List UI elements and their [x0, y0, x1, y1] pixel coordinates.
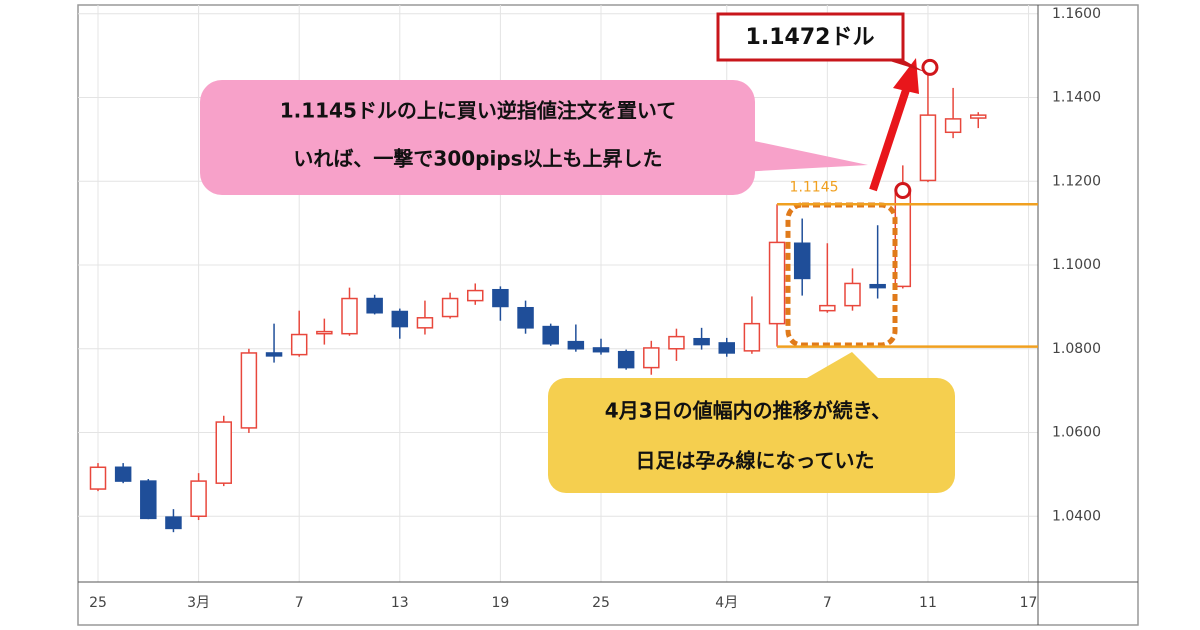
candle-body	[643, 347, 660, 369]
x-tick-label: 17	[1020, 595, 1038, 611]
candle-body	[768, 241, 786, 325]
candle-body	[819, 304, 836, 312]
candle-body	[617, 350, 635, 369]
candle-body	[215, 421, 232, 484]
candle-body	[341, 297, 358, 335]
candle-body	[592, 347, 610, 353]
candle-body	[693, 337, 710, 346]
candle-body	[366, 297, 383, 314]
candle-body	[743, 322, 761, 352]
candles	[89, 67, 987, 533]
candle-body	[114, 466, 132, 482]
x-tick-label: 7	[823, 595, 832, 611]
candle-body	[140, 480, 157, 520]
candle-body	[492, 288, 509, 308]
callout-box	[548, 378, 955, 493]
callout-box	[716, 12, 905, 62]
candle-body	[517, 306, 534, 329]
x-tick-label: 3月	[187, 595, 210, 611]
candle-body	[416, 317, 434, 329]
candle-body	[89, 466, 107, 490]
high-marker	[921, 58, 939, 76]
candle-body	[567, 340, 585, 350]
arrow	[869, 88, 910, 192]
y-tick-label: 1.0400	[1052, 508, 1101, 524]
candle-body	[970, 114, 987, 119]
candle-body	[844, 282, 861, 307]
overlays: 1.1145	[777, 58, 1038, 348]
y-tick-label: 1.1200	[1052, 173, 1101, 189]
candle-body	[190, 480, 207, 518]
callout-box	[200, 80, 755, 195]
candle-body	[441, 297, 459, 318]
high-label: 1.1472ドル	[746, 25, 875, 50]
callout-tail	[800, 352, 882, 382]
candle-body	[316, 330, 333, 335]
candle-body	[290, 333, 308, 356]
x-tick-label: 11	[919, 595, 937, 611]
x-tick-label: 7	[295, 595, 304, 611]
yellow-callout: 4月3日の値幅内の推移が続き、 日足は孕み線になっていた	[548, 352, 955, 493]
x-tick-label: 13	[391, 595, 409, 611]
pink-callout: 1.1145ドルの上に買い逆指値注文を置いて いれば、一撃で300pips以上も…	[200, 80, 868, 195]
x-tick-label: 4月	[715, 595, 738, 611]
x-tick-label: 19	[491, 595, 509, 611]
candle-body	[668, 335, 685, 350]
candle-body	[718, 342, 735, 354]
candle-body	[265, 352, 283, 357]
candle-body	[165, 516, 182, 530]
high-callout: 1.1472ドル	[716, 12, 925, 72]
candle-body	[240, 352, 258, 429]
y-tick-label: 1.0600	[1052, 425, 1101, 441]
range-label: 1.1145	[790, 179, 839, 195]
candle-body	[467, 289, 484, 302]
y-tick-label: 1.1000	[1052, 257, 1101, 273]
callout-text: いれば、一撃で300pips以上も上昇した	[293, 147, 662, 171]
close-marker	[894, 181, 912, 199]
callout-text: 日足は孕み線になっていた	[636, 449, 875, 473]
candle-body	[793, 242, 811, 280]
candle-body	[944, 118, 962, 134]
candle-body	[869, 283, 886, 289]
candle-body	[919, 114, 937, 182]
y-tick-label: 1.0800	[1052, 341, 1101, 357]
callout-text: 4月3日の値幅内の推移が続き、	[605, 399, 891, 423]
y-tick-label: 1.1400	[1052, 90, 1101, 106]
y-tick-label: 1.1600	[1052, 6, 1101, 22]
callout-text: 1.1145ドルの上に買い逆指値注文を置いて	[280, 99, 677, 123]
x-tick-label: 25	[592, 595, 610, 611]
callout-tail	[740, 138, 868, 172]
x-tick-label: 25	[89, 595, 107, 611]
candle-body	[542, 325, 559, 345]
candle-body	[391, 310, 409, 328]
